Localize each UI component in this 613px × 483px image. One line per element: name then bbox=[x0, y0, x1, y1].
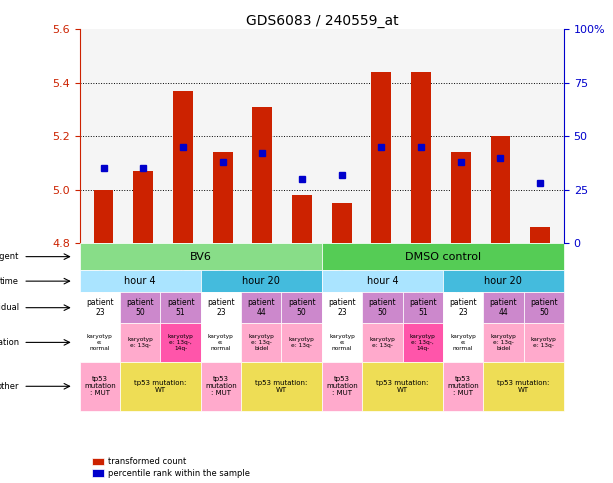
Bar bbox=[362, 362, 443, 411]
Text: tp53
mutation
: MUT: tp53 mutation : MUT bbox=[447, 376, 479, 396]
Text: percentile rank within the sample: percentile rank within the sample bbox=[108, 469, 250, 478]
Bar bbox=[80, 323, 120, 362]
Bar bbox=[443, 270, 564, 292]
Bar bbox=[403, 292, 443, 323]
Text: patient
50: patient 50 bbox=[368, 298, 396, 317]
Bar bbox=[281, 292, 322, 323]
Text: karyotyp
e:
normal: karyotyp e: normal bbox=[87, 334, 113, 351]
Text: karyotyp
e: 13q-: karyotyp e: 13q- bbox=[289, 337, 314, 348]
Text: patient
23: patient 23 bbox=[207, 298, 235, 317]
Text: tp53
mutation
: MUT: tp53 mutation : MUT bbox=[84, 376, 116, 396]
Bar bbox=[92, 458, 104, 466]
Bar bbox=[281, 323, 322, 362]
Text: tp53
mutation
: MUT: tp53 mutation : MUT bbox=[326, 376, 358, 396]
Bar bbox=[483, 323, 524, 362]
Bar bbox=[292, 195, 312, 243]
Bar bbox=[451, 152, 471, 243]
Text: karyotyp
e: 13q-
bidel: karyotyp e: 13q- bidel bbox=[248, 334, 274, 351]
Bar bbox=[173, 91, 193, 243]
Bar bbox=[201, 292, 241, 323]
Bar bbox=[524, 323, 564, 362]
Bar bbox=[443, 292, 483, 323]
Text: patient
50: patient 50 bbox=[126, 298, 154, 317]
Bar bbox=[530, 227, 550, 243]
Text: hour 4: hour 4 bbox=[367, 276, 398, 286]
Bar bbox=[322, 323, 362, 362]
Text: BV6: BV6 bbox=[190, 252, 211, 262]
Text: karyotyp
e: 13q-: karyotyp e: 13q- bbox=[128, 337, 153, 348]
Bar bbox=[362, 323, 403, 362]
Bar bbox=[80, 243, 322, 270]
Text: tp53 mutation:
WT: tp53 mutation: WT bbox=[134, 380, 186, 393]
Bar bbox=[332, 203, 352, 243]
Text: hour 4: hour 4 bbox=[124, 276, 156, 286]
Bar bbox=[443, 362, 483, 411]
Bar bbox=[80, 270, 201, 292]
Text: karyotyp
e: 13q-,
14q-: karyotyp e: 13q-, 14q- bbox=[409, 334, 436, 351]
Bar bbox=[241, 323, 281, 362]
Bar bbox=[201, 362, 241, 411]
Bar bbox=[411, 72, 431, 243]
Bar bbox=[92, 469, 104, 477]
Text: tp53
mutation
: MUT: tp53 mutation : MUT bbox=[205, 376, 237, 396]
Bar bbox=[524, 292, 564, 323]
Text: other: other bbox=[0, 382, 19, 391]
Text: agent: agent bbox=[0, 252, 19, 261]
Bar bbox=[80, 362, 120, 411]
Bar bbox=[443, 323, 483, 362]
Text: karyotyp
e: 13q-: karyotyp e: 13q- bbox=[370, 337, 395, 348]
Bar bbox=[213, 152, 232, 243]
Bar bbox=[483, 292, 524, 323]
Text: karyotyp
e:
normal: karyotyp e: normal bbox=[450, 334, 476, 351]
Text: individual: individual bbox=[0, 303, 19, 312]
Bar bbox=[322, 243, 564, 270]
Text: patient
23: patient 23 bbox=[86, 298, 113, 317]
Text: patient
44: patient 44 bbox=[490, 298, 517, 317]
Bar bbox=[80, 292, 120, 323]
Bar bbox=[403, 323, 443, 362]
Bar bbox=[241, 292, 281, 323]
Text: time: time bbox=[0, 277, 19, 285]
Bar bbox=[483, 362, 564, 411]
Bar bbox=[120, 323, 161, 362]
Bar bbox=[120, 292, 161, 323]
Text: karyotyp
e:
normal: karyotyp e: normal bbox=[208, 334, 234, 351]
Bar bbox=[241, 362, 322, 411]
Text: patient
51: patient 51 bbox=[409, 298, 436, 317]
Text: patient
51: patient 51 bbox=[167, 298, 194, 317]
Text: hour 20: hour 20 bbox=[242, 276, 280, 286]
Text: DMSO control: DMSO control bbox=[405, 252, 481, 262]
Text: tp53 mutation:
WT: tp53 mutation: WT bbox=[376, 380, 428, 393]
Text: transformed count: transformed count bbox=[108, 457, 186, 466]
Title: GDS6083 / 240559_at: GDS6083 / 240559_at bbox=[246, 14, 398, 28]
Text: patient
50: patient 50 bbox=[530, 298, 558, 317]
Bar bbox=[201, 270, 322, 292]
Bar bbox=[253, 107, 272, 243]
Bar bbox=[94, 190, 113, 243]
Text: hour 20: hour 20 bbox=[484, 276, 522, 286]
Text: patient
50: patient 50 bbox=[288, 298, 316, 317]
Bar bbox=[133, 171, 153, 243]
Text: tp53 mutation:
WT: tp53 mutation: WT bbox=[497, 380, 550, 393]
Text: karyotyp
e: 13q-: karyotyp e: 13q- bbox=[531, 337, 557, 348]
Bar bbox=[322, 362, 362, 411]
Text: karyotyp
e: 13q-,
14q-: karyotyp e: 13q-, 14q- bbox=[167, 334, 194, 351]
Bar bbox=[371, 72, 391, 243]
Text: genotype/variation: genotype/variation bbox=[0, 338, 19, 347]
Bar bbox=[120, 362, 201, 411]
Bar bbox=[322, 270, 443, 292]
Bar bbox=[362, 292, 403, 323]
Text: karyotyp
e:
normal: karyotyp e: normal bbox=[329, 334, 355, 351]
Bar bbox=[161, 323, 201, 362]
Text: patient
23: patient 23 bbox=[449, 298, 477, 317]
Text: patient
23: patient 23 bbox=[328, 298, 356, 317]
Bar bbox=[161, 292, 201, 323]
Text: tp53 mutation:
WT: tp53 mutation: WT bbox=[255, 380, 308, 393]
Bar bbox=[490, 136, 511, 243]
Text: patient
44: patient 44 bbox=[248, 298, 275, 317]
Bar bbox=[201, 323, 241, 362]
Bar bbox=[322, 292, 362, 323]
Text: karyotyp
e: 13q-
bidel: karyotyp e: 13q- bidel bbox=[490, 334, 516, 351]
